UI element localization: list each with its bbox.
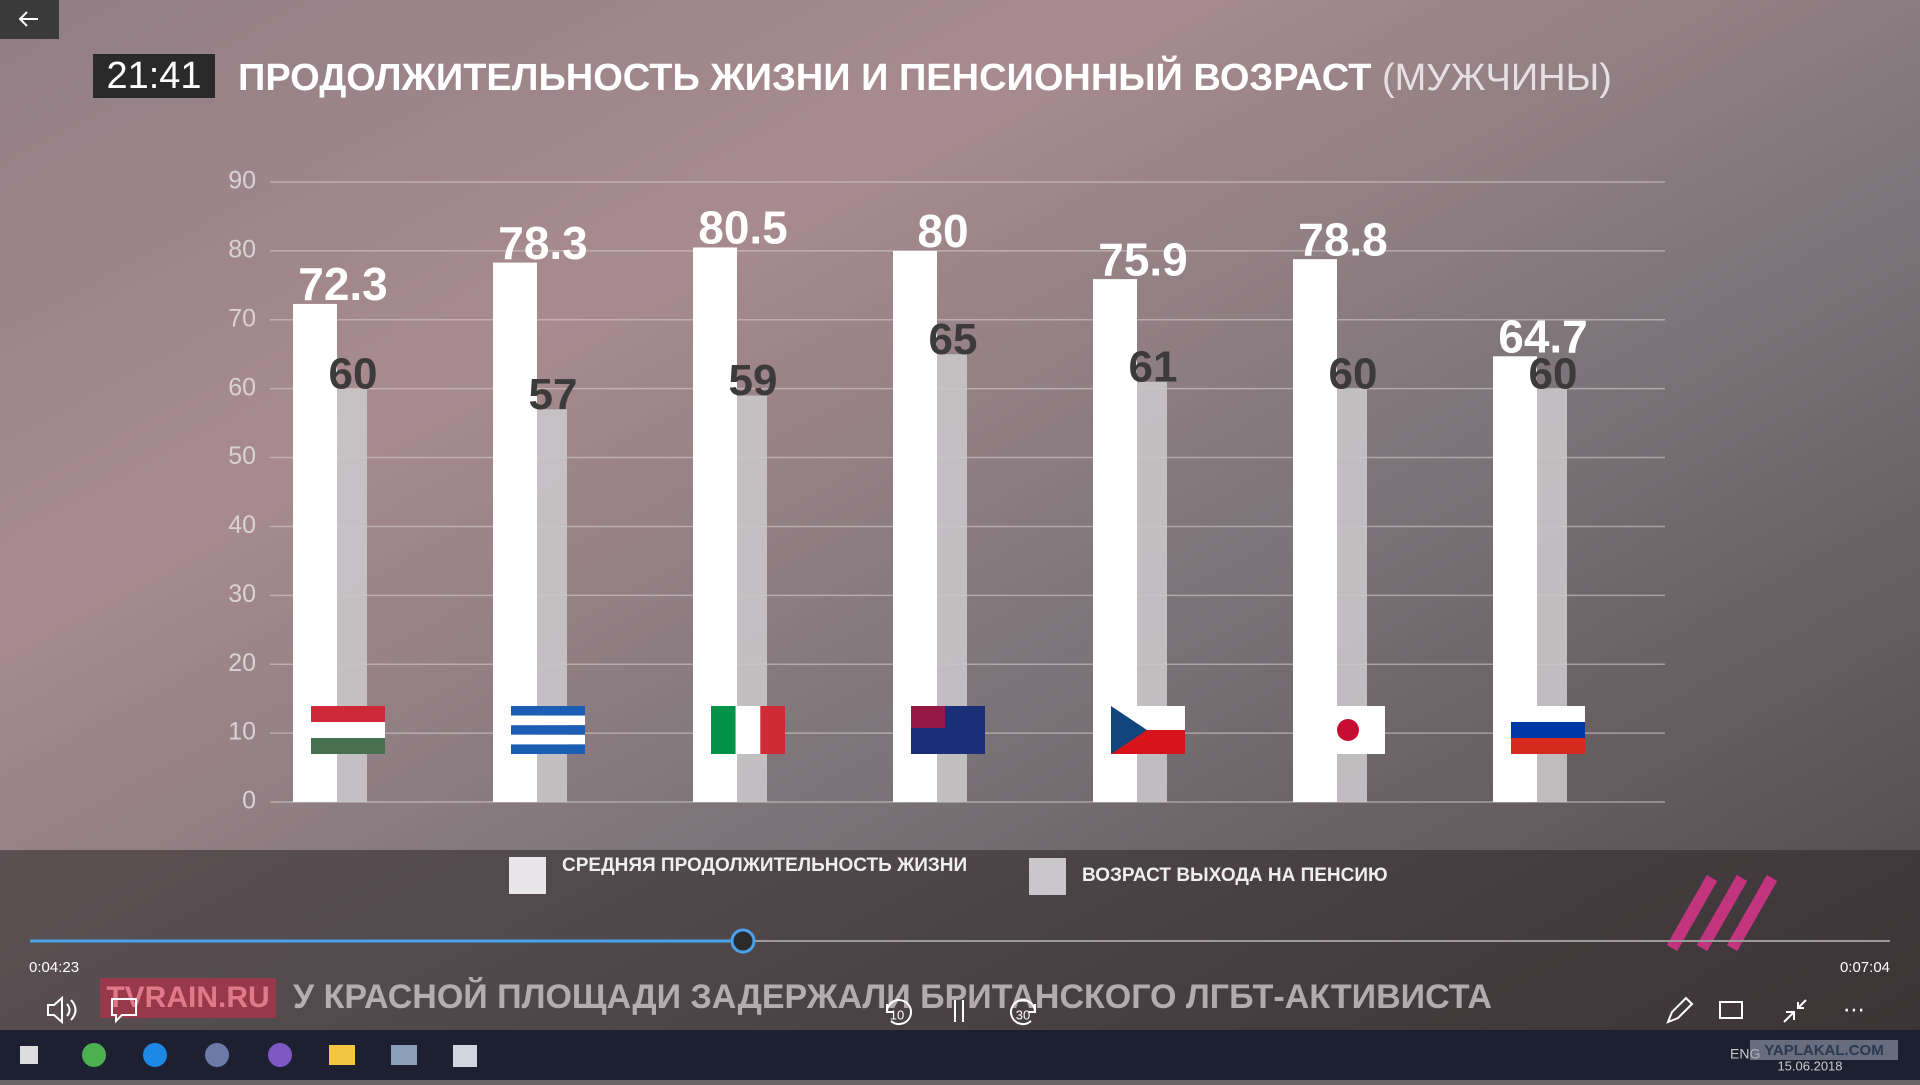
clock: 21:41 xyxy=(106,55,201,97)
value-label: 57 xyxy=(529,370,578,419)
back-icon xyxy=(18,11,38,27)
captions-button[interactable] xyxy=(111,998,137,1024)
time-elapsed: 0:04:23 xyxy=(29,959,79,976)
flag xyxy=(711,706,736,754)
skip-forward-button[interactable] xyxy=(1010,999,1036,1026)
pip-button[interactable] xyxy=(1719,1001,1743,1019)
value-label: 60 xyxy=(1529,349,1578,398)
flag xyxy=(1511,706,1585,722)
chart-title: ПРОДОЛЖИТЕЛЬНОСТЬ ЖИЗНИ И ПЕНСИОННЫЙ ВОЗ… xyxy=(238,54,1612,99)
time-total: 0:07:04 xyxy=(1840,959,1890,976)
flag xyxy=(511,715,585,726)
app-icon[interactable] xyxy=(82,1043,106,1067)
taskbar-icons xyxy=(20,1043,477,1067)
start-button[interactable] xyxy=(20,1046,38,1064)
y-tick-label: 10 xyxy=(228,718,256,746)
flag xyxy=(735,706,761,754)
flag xyxy=(1337,719,1359,741)
pause-button[interactable] xyxy=(954,1000,964,1022)
taskbar xyxy=(0,1030,1920,1080)
app-icon[interactable] xyxy=(329,1045,355,1065)
flag xyxy=(1111,706,1147,754)
y-tick-label: 30 xyxy=(228,580,256,608)
watermark-box xyxy=(1750,1040,1898,1060)
value-label: 60 xyxy=(1329,349,1378,398)
app-icon[interactable] xyxy=(205,1043,229,1067)
clock-box xyxy=(93,54,215,98)
legend-swatch xyxy=(509,857,546,894)
subtitle: (МУЖЧИНЫ) xyxy=(1382,57,1612,99)
value-label: 64.7 xyxy=(1498,310,1588,362)
app-icon[interactable] xyxy=(391,1045,417,1065)
value-label: 61 xyxy=(1129,342,1178,391)
y-tick-label: 50 xyxy=(228,442,256,470)
flag xyxy=(511,744,585,754)
progress-knob[interactable] xyxy=(730,928,756,954)
ticker-source: TVRAIN.RU xyxy=(106,981,269,1014)
value-label: 78.8 xyxy=(1298,213,1388,265)
y-tick-label: 80 xyxy=(228,235,256,263)
legend-label: СРЕДНЯЯ ПРОДОЛЖИТЕЛЬНОСТЬ ЖИЗНИ xyxy=(562,855,967,876)
value-label: 80.5 xyxy=(698,202,788,254)
flag xyxy=(311,722,385,738)
app-icon[interactable] xyxy=(453,1045,477,1067)
flag xyxy=(1511,738,1585,754)
skip-back-label: 10 xyxy=(890,1007,904,1022)
legend-swatch xyxy=(1029,858,1066,895)
edit-button[interactable] xyxy=(1666,996,1694,1024)
flag xyxy=(311,738,385,754)
y-tick-label: 90 xyxy=(228,167,256,195)
watermark: YAPLAKAL.COM xyxy=(1764,1042,1883,1059)
value-label: 59 xyxy=(729,356,778,405)
player-controls xyxy=(47,995,1807,1026)
skip-back-button[interactable] xyxy=(886,999,912,1026)
date: 15.06.2018 xyxy=(1777,1058,1842,1073)
value-label: 65 xyxy=(929,315,978,364)
flag xyxy=(911,706,945,728)
value-label: 80 xyxy=(917,205,968,257)
flag xyxy=(511,734,585,745)
y-tick-label: 70 xyxy=(228,304,256,332)
value-label: 75.9 xyxy=(1098,233,1188,285)
volume-button[interactable] xyxy=(47,995,77,1025)
exit-fullscreen-button[interactable] xyxy=(1783,999,1807,1023)
flag xyxy=(1511,722,1585,738)
value-label: 60 xyxy=(329,349,378,398)
flag xyxy=(511,725,585,735)
flag xyxy=(511,706,585,716)
chart: 0 10 20 30 40 50 60 70 80 90 72.3 60 78.3 57 80.5 59 80 6… xyxy=(228,167,1665,815)
app-icon[interactable] xyxy=(143,1043,167,1067)
title: ПРОДОЛЖИТЕЛЬНОСТЬ ЖИЗНИ И ПЕНСИОННЫЙ ВОЗ… xyxy=(238,54,1371,99)
ticker-text: У КРАСНОЙ ПЛОЩАДИ ЗАДЕРЖАЛИ БРИТАНСКОГО … xyxy=(293,977,1492,1016)
app-icon[interactable] xyxy=(268,1043,292,1067)
value-label: 78.3 xyxy=(498,217,588,269)
legend-label: ВОЗРАСТ ВЫХОДА НА ПЕНСИЮ xyxy=(1082,865,1388,886)
flag xyxy=(311,706,385,722)
y-tick-label: 40 xyxy=(228,511,256,539)
flag xyxy=(760,706,785,754)
skip-forward-label: 30 xyxy=(1016,1007,1030,1022)
more-button[interactable]: ⋯ xyxy=(1843,997,1865,1022)
y-tick-label: 60 xyxy=(228,373,256,401)
y-tick-label: 0 xyxy=(242,787,256,815)
y-tick-label: 20 xyxy=(228,649,256,677)
value-label: 72.3 xyxy=(298,258,388,310)
channel-logo xyxy=(1666,875,1778,951)
